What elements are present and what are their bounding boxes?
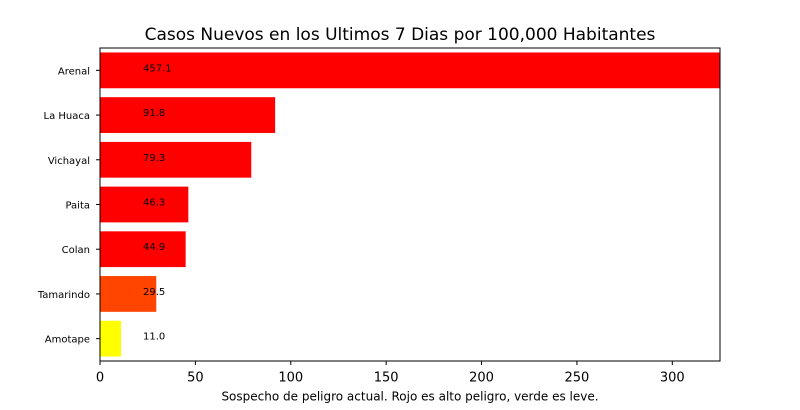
- bar: [100, 52, 720, 89]
- value-label: 44.9: [143, 242, 165, 253]
- x-tick-label: 150: [374, 371, 399, 386]
- x-tick-label: 100: [278, 371, 303, 386]
- value-label: 79.3: [143, 153, 165, 164]
- bar: [100, 186, 189, 223]
- bar: [100, 97, 276, 133]
- y-tick-label: Arenal: [58, 66, 90, 77]
- plot-area: [100, 52, 720, 357]
- value-label: 91.8: [143, 108, 165, 119]
- y-tick-label: Paita: [65, 201, 90, 212]
- value-label: 457.1: [143, 63, 172, 74]
- y-tick-label: Tamarindo: [37, 290, 90, 301]
- chart-title: Casos Nuevos en los Ultimos 7 Dias por 1…: [145, 25, 656, 45]
- x-tick-label: 50: [187, 371, 204, 386]
- x-tick-label: 250: [565, 371, 590, 386]
- x-tick-label: 0: [96, 371, 104, 386]
- x-tick-label: 300: [660, 371, 685, 386]
- bar: [100, 231, 186, 268]
- x-axis-label: Sospecho de peligro actual. Rojo es alto…: [221, 390, 598, 404]
- value-label: 46.3: [143, 198, 165, 209]
- y-tick-label: La Huaca: [44, 111, 91, 122]
- value-label: 29.5: [143, 287, 165, 298]
- bar: [100, 320, 121, 357]
- y-tick-label: Amotape: [45, 335, 90, 346]
- bar: [100, 141, 252, 178]
- x-tick-label: 200: [469, 371, 494, 386]
- bar: [100, 276, 157, 312]
- y-tick-label: Vichayal: [48, 156, 90, 167]
- y-tick-label: Colan: [62, 245, 90, 256]
- value-label: 11.0: [143, 332, 165, 343]
